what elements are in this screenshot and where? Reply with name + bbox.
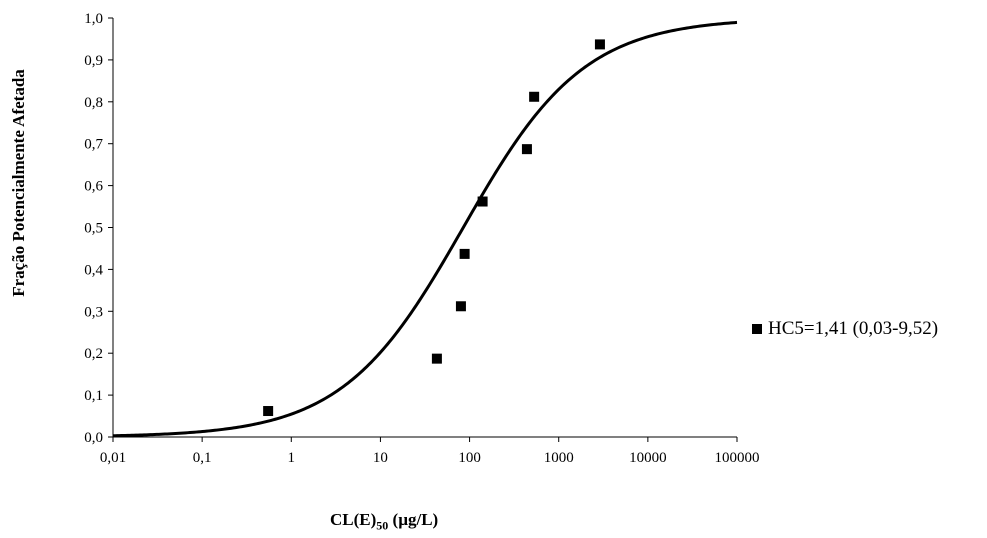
y-tick-label: 0,7 xyxy=(84,137,103,153)
x-tick-label: 0,1 xyxy=(193,450,212,466)
y-tick-label: 0,3 xyxy=(84,304,103,320)
fitted-curve-path xyxy=(112,20,738,438)
x-tick-labels: 0,01 0,1 1 10 100 1000 10000 100000 xyxy=(100,450,760,466)
data-point xyxy=(431,353,442,364)
y-tick-label: 0,1 xyxy=(84,388,103,404)
x-tick-label: 0,01 xyxy=(100,450,126,466)
y-tick-label: 0,4 xyxy=(84,262,103,278)
y-tick-labels: 0,0 0,1 0,2 0,3 0,4 0,5 0,6 0,7 0,8 0,9 1,0 xyxy=(84,11,103,446)
data-point xyxy=(477,196,488,207)
y-tick-label: 0,8 xyxy=(84,95,103,111)
x-tick-label: 1000 xyxy=(544,450,574,466)
x-axis-label-unit: (µg/L) xyxy=(388,510,439,529)
legend-label: HC5=1,41 (0,03-9,52) xyxy=(768,318,939,339)
x-tick-label: 100 xyxy=(458,450,481,466)
y-tick-label: 0,9 xyxy=(84,53,103,69)
y-tick-label: 0,6 xyxy=(84,179,103,195)
data-point xyxy=(529,91,540,102)
x-tick-label: 10000 xyxy=(629,450,667,466)
data-point xyxy=(455,301,466,312)
data-point xyxy=(521,144,532,155)
x-tick-label: 1 xyxy=(288,450,296,466)
data-point xyxy=(459,248,470,259)
data-point xyxy=(594,39,605,50)
data-point xyxy=(263,406,274,417)
x-tick-label: 10 xyxy=(373,450,388,466)
y-tick-label: 0,5 xyxy=(84,221,103,237)
fitted-curve xyxy=(112,20,738,438)
y-axis-label: Fração Potencialmente Afetada xyxy=(9,69,28,297)
legend: HC5=1,41 (0,03-9,52) xyxy=(752,318,938,340)
x-axis-label: CL(E)50 (µg/L) xyxy=(330,510,438,533)
axes xyxy=(108,17,738,442)
legend-marker-square xyxy=(752,324,762,334)
y-tick-label: 0,2 xyxy=(84,346,103,362)
x-tick-label: 100000 xyxy=(715,450,760,466)
y-tick-label: 1,0 xyxy=(84,11,103,27)
data-points xyxy=(263,39,605,417)
x-axis-label-subscript: 50 xyxy=(376,518,389,533)
y-tick-label: 0,0 xyxy=(84,430,103,446)
x-axis-label-main: CL(E) xyxy=(330,510,377,529)
